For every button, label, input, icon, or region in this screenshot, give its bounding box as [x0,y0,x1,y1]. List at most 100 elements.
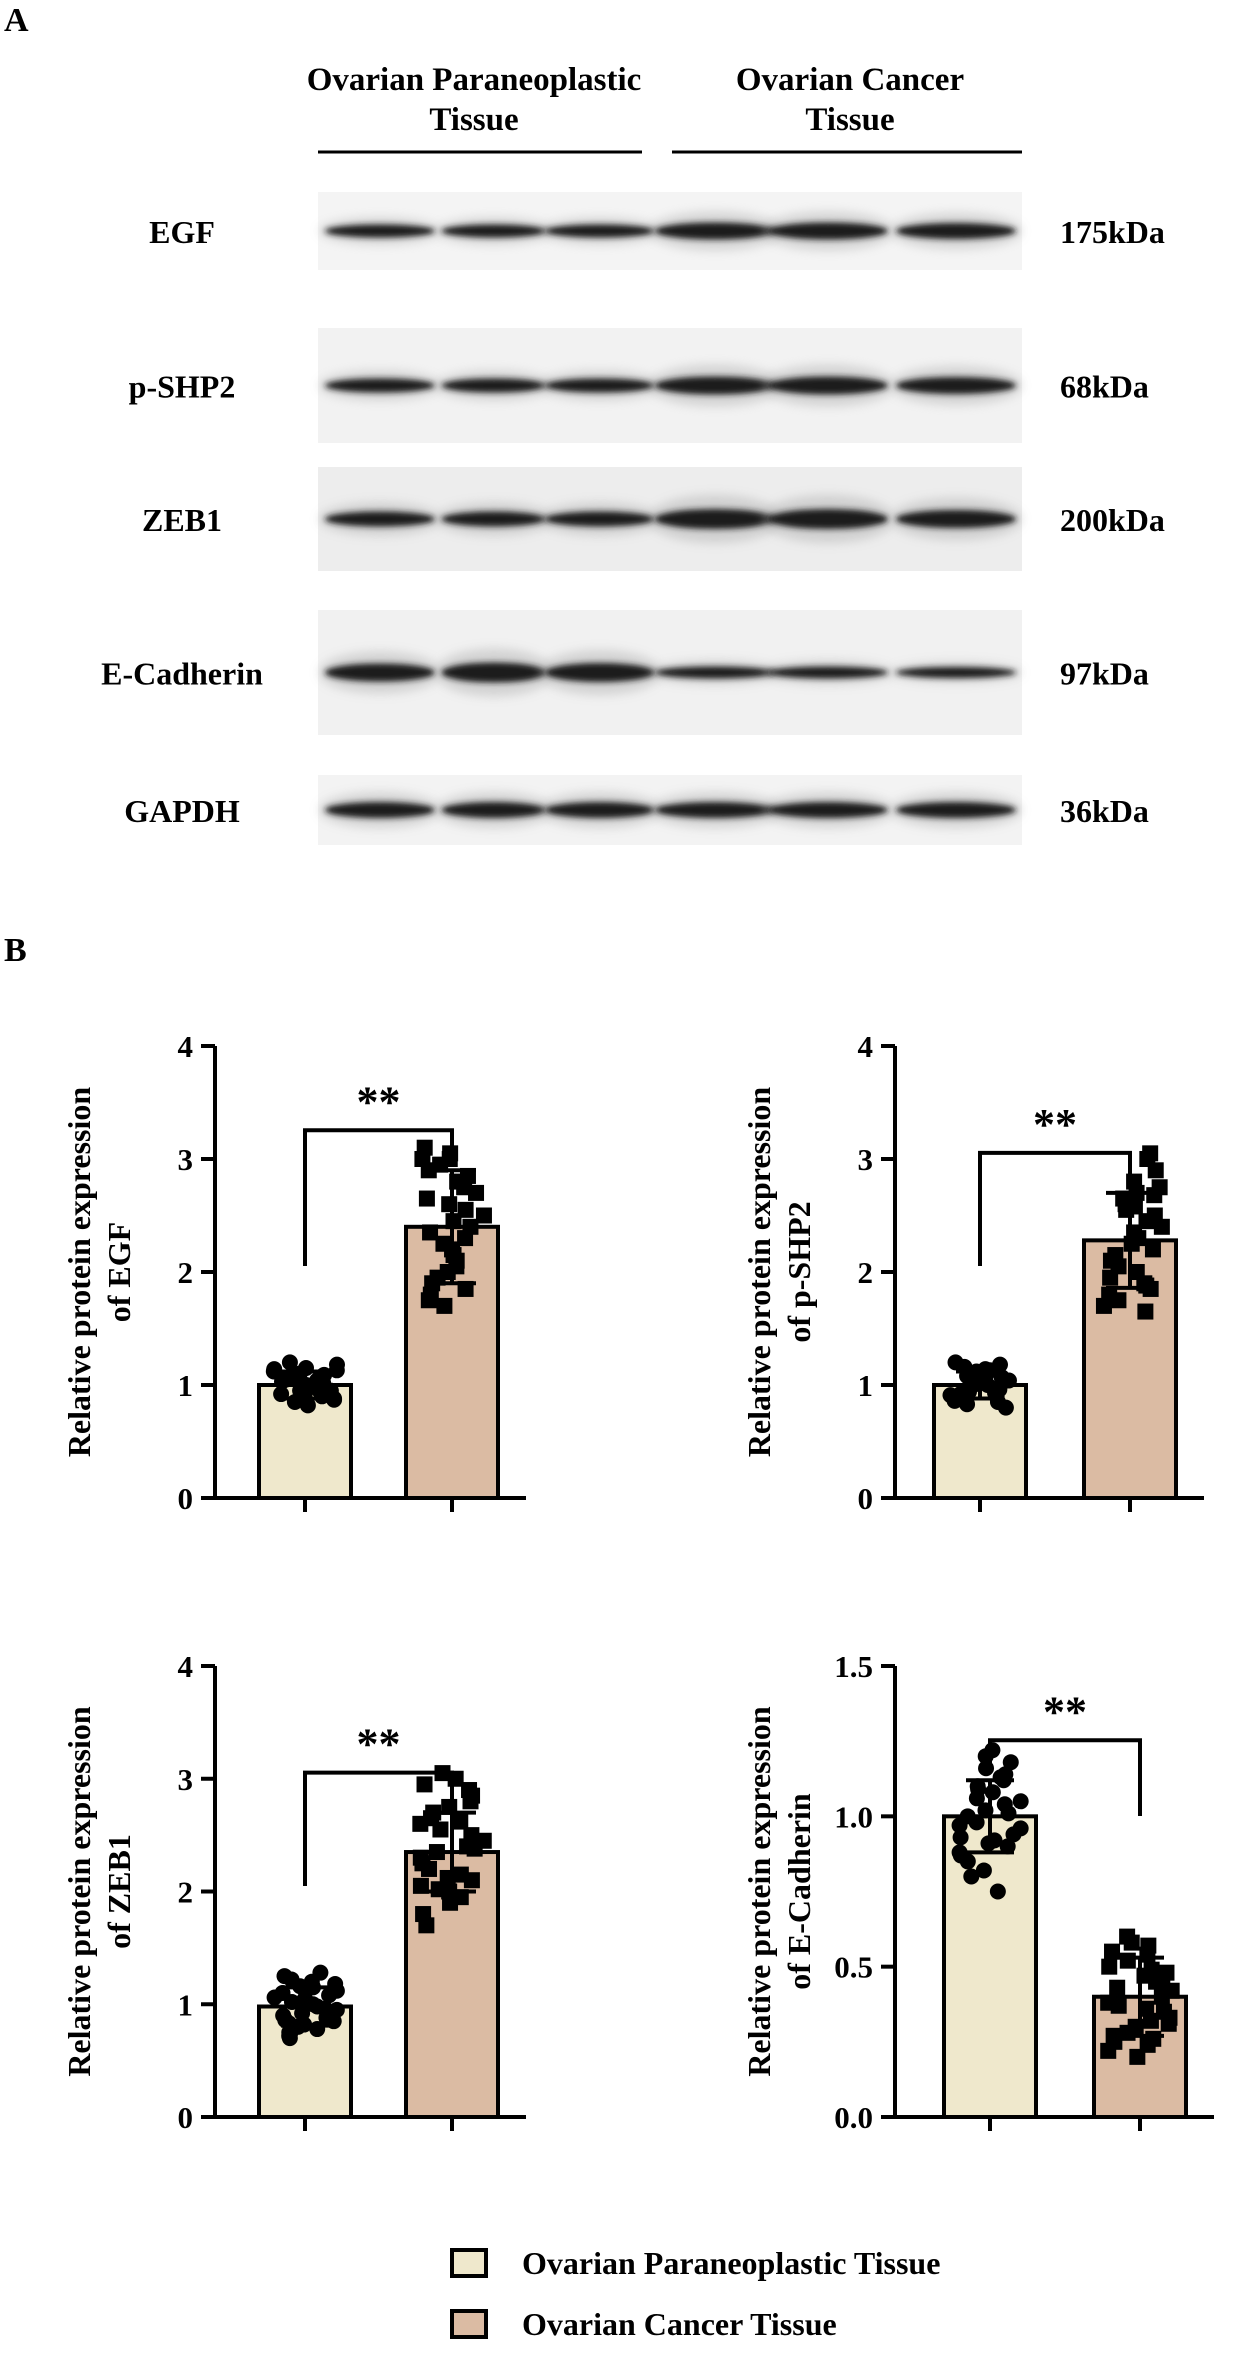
blot-size-label: 36kDa [1060,793,1149,829]
y-axis-label: Relative protein expression of EGF [61,1087,137,1458]
data-point [418,1190,435,1207]
data-point [1143,1961,1160,1978]
blot-band [655,222,775,240]
y-tick-label: 3 [858,1142,874,1177]
data-point [1142,2012,1159,2029]
blot-band [768,222,888,240]
blot-band [768,376,888,395]
blot-band [896,667,1016,678]
bar-chart-1: 0 1 2 3 4 Relative protein expression of EGF ** [61,1029,526,1516]
data-point [463,1827,480,1844]
y-tick-label: 0 [858,1481,874,1516]
blot-band [768,802,888,818]
blot-band [896,802,1016,818]
y-tick-label: 2 [178,1875,194,1910]
blot-band [655,802,775,818]
y-tick-label: 4 [858,1029,874,1064]
blot-band [441,378,547,393]
group-header-paraneoplastic-line2: Tissue [429,102,518,138]
data-point [1107,1247,1124,1264]
data-point [952,1829,969,1846]
data-point [1128,1264,1145,1280]
data-point [1145,2030,1162,2047]
legend: Ovarian Paraneoplastic Tissue Ovarian Ca… [450,2245,940,2342]
data-point [412,1877,429,1894]
data-point [422,1224,439,1241]
data-point [452,1866,469,1883]
y-axis-label: Relative protein expression of p-SHP2 [741,1087,817,1458]
data-point [461,1782,478,1799]
blot-band [545,224,655,238]
data-point [992,1769,1009,1786]
data-point [452,1813,469,1830]
data-point [1160,2015,1177,2032]
blot-band [441,224,547,238]
data-point [952,1847,969,1864]
significance-bracket [988,1738,1142,1816]
significance-stars: ** [357,1077,401,1126]
legend-label-paraneoplastic: Ovarian Paraneoplastic Tissue [522,2245,940,2281]
blot-band [325,378,435,393]
blot-band [655,376,775,395]
data-point [266,1989,283,2006]
blot-band [655,666,775,679]
y-tick-label: 3 [178,1762,194,1797]
data-point [1119,1928,1136,1945]
data-point [999,1838,1016,1855]
bar-chart-3: 0 1 2 3 4 Relative protein expression of ZEB1 *… [61,1649,526,2135]
data-point [1142,1145,1159,1162]
bar-chart-2: 0 1 2 3 4 Relative protein expression of p-SHP… [741,1029,1204,1516]
data-point [457,1201,474,1218]
significance-bracket [303,1770,454,1886]
blot-protein-label: GAPDH [124,793,240,829]
data-point [1137,1303,1154,1320]
data-point [1138,2000,1155,2017]
y-tick-label: 1.0 [834,1799,873,1834]
blot-band [655,509,775,529]
data-point [989,1883,1006,1900]
blot-band [768,666,888,679]
significance-bracket [978,1150,1132,1266]
bar-chart-4: 0.0 0.5 1.0 1.5 Relative protein expression o… [741,1649,1214,2135]
data-point [1100,1994,1117,2011]
y-axis-label: Relative protein expression of E-Cadherin [741,1706,817,2077]
blot-band [545,802,655,818]
blot-protein-label: ZEB1 [142,502,222,538]
y-tick-label: 1 [178,1987,194,2022]
data-point [1138,1277,1155,1294]
significance-stars: ** [1043,1687,1087,1736]
data-point [963,1378,980,1395]
data-point [317,2000,334,2017]
blot-protein-label: p-SHP2 [129,369,236,405]
blot-band [545,511,655,527]
y-tick-label: 1 [858,1368,874,1403]
data-point [1104,1943,1121,1960]
y-tick-label: 1.5 [834,1649,873,1684]
data-point [266,1361,283,1378]
data-point [415,1906,432,1923]
blot-band [545,378,655,393]
data-point [281,1354,298,1371]
data-point [1158,1964,1175,1981]
data-point [1101,1958,1118,1975]
data-point [1101,1286,1118,1303]
data-point [436,1297,453,1314]
data-point [1155,2003,1172,2020]
data-point [328,2001,345,2018]
data-point [412,1849,429,1866]
blot-band [896,223,1016,239]
bar-charts-panel: 0 1 2 3 4 Relative protein expression of EGF **… [61,1029,1214,2342]
data-point [951,1817,968,1834]
data-point [1146,1187,1163,1204]
y-tick-label: 0 [178,2100,194,2135]
blot-band [325,511,435,527]
data-point [963,1868,980,1885]
data-point [1105,2027,1122,2044]
data-point [984,1784,1001,1801]
y-tick-label: 1 [178,1368,194,1403]
y-axis-label: Relative protein expression of ZEB1 [61,1706,137,2077]
data-point [462,1218,479,1235]
significance-stars: ** [1033,1100,1077,1149]
group-header-paraneoplastic-line1: Ovarian Paraneoplastic [307,62,642,98]
data-point [1140,1937,1157,1954]
